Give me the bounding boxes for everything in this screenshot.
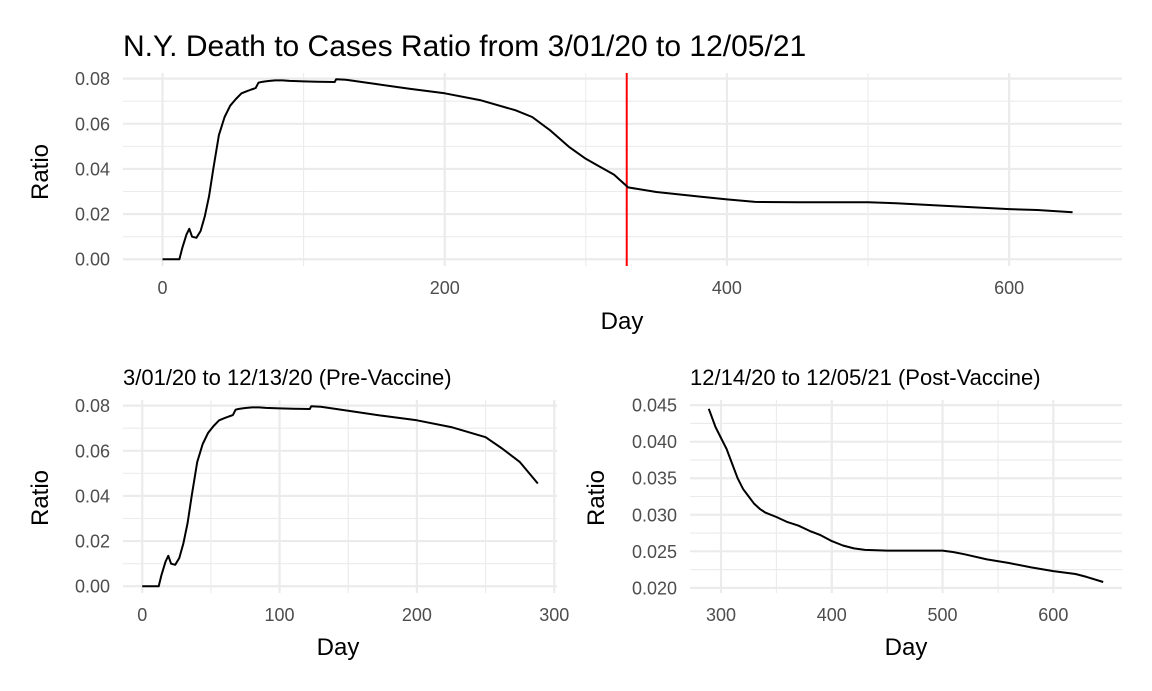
- x-tick-label: 200: [430, 278, 460, 298]
- y-tick-label: 0.040: [632, 432, 677, 452]
- x-axis-title: Day: [317, 634, 360, 661]
- x-tick-label: 400: [817, 605, 847, 625]
- y-tick-label: 0.06: [75, 114, 110, 134]
- y-tick-label: 0.02: [75, 205, 110, 225]
- series-line: [142, 405, 539, 588]
- x-tick-label: 300: [706, 605, 736, 625]
- chart-panel-main: N.Y. Death to Cases Ratio from 3/01/20 t…: [27, 30, 1122, 335]
- series-line: [707, 408, 1104, 583]
- x-tick-label: 400: [712, 278, 742, 298]
- y-axis-title: Ratio: [583, 470, 610, 526]
- x-tick-labels: 300 400 500 600: [706, 605, 1068, 625]
- y-tick-label: 0.030: [632, 505, 677, 525]
- y-tick-labels: 0.020 0.025 0.030 0.035 0.040 0.045: [632, 396, 677, 599]
- chart-title: N.Y. Death to Cases Ratio from 3/01/20 t…: [123, 30, 806, 63]
- chart-panel-pre-vaccine: 3/01/20 to 12/13/20 (Pre-Vaccine) 0 100 20…: [27, 365, 569, 661]
- y-tick-label: 0.035: [632, 469, 677, 489]
- y-tick-label: 0.00: [75, 250, 110, 270]
- x-tick-label: 200: [402, 605, 432, 625]
- x-tick-labels: 0 200 400 600: [158, 278, 1025, 298]
- x-tick-label: 100: [265, 605, 295, 625]
- series-line: [162, 78, 1073, 261]
- grid: [690, 400, 1122, 593]
- y-tick-label: 0.04: [75, 486, 110, 506]
- y-axis-title: Ratio: [27, 470, 54, 526]
- chart-panel-post-vaccine: 12/14/20 to 12/05/21 (Post-Vaccine) 300 4…: [583, 365, 1122, 661]
- y-tick-label: 0.06: [75, 441, 110, 461]
- grid: [123, 400, 557, 593]
- x-axis-title: Day: [601, 308, 644, 335]
- chart-title: 12/14/20 to 12/05/21 (Post-Vaccine): [690, 365, 1041, 390]
- y-tick-label: 0.00: [75, 577, 110, 597]
- x-tick-label: 0: [137, 605, 147, 625]
- y-tick-label: 0.025: [632, 542, 677, 562]
- y-tick-label: 0.08: [75, 396, 110, 416]
- grid: [123, 73, 1122, 266]
- y-tick-label: 0.08: [75, 69, 110, 89]
- y-tick-label: 0.020: [632, 578, 677, 598]
- x-tick-label: 500: [928, 605, 958, 625]
- x-tick-label: 300: [539, 605, 569, 625]
- x-tick-label: 600: [994, 278, 1024, 298]
- y-tick-label: 0.045: [632, 396, 677, 416]
- x-tick-label: 600: [1038, 605, 1068, 625]
- y-tick-label: 0.02: [75, 532, 110, 552]
- x-axis-title: Day: [885, 634, 928, 661]
- y-axis-title: Ratio: [27, 144, 54, 200]
- chart-title: 3/01/20 to 12/13/20 (Pre-Vaccine): [123, 365, 452, 390]
- y-tick-labels: 0.00 0.02 0.04 0.06 0.08: [75, 69, 110, 270]
- y-tick-labels: 0.00 0.02 0.04 0.06 0.08: [75, 396, 110, 597]
- x-tick-labels: 0 100 200 300: [137, 605, 569, 625]
- x-tick-label: 0: [158, 278, 168, 298]
- y-tick-label: 0.04: [75, 159, 110, 179]
